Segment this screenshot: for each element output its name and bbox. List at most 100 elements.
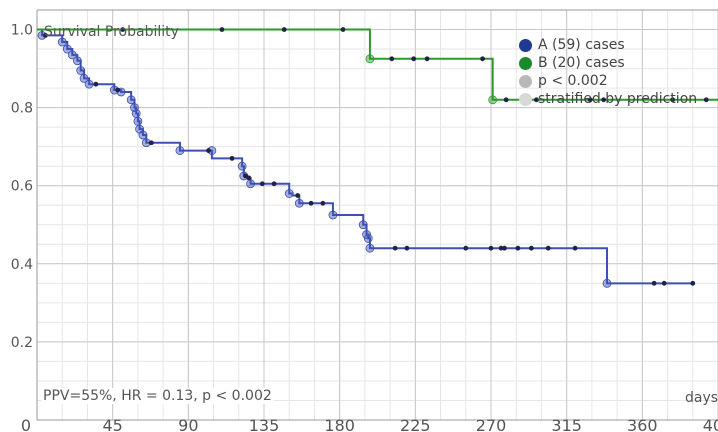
legend-swatch-p [519, 74, 532, 88]
censor-point [670, 97, 675, 103]
legend-label-stratified: stratified by prediction [538, 91, 698, 107]
legend-label-a: A (59) cases [538, 37, 625, 53]
event-point [602, 278, 612, 288]
censor-point [404, 245, 410, 251]
event-point [62, 44, 72, 54]
y-tick-label: 0.6 [11, 179, 33, 195]
legend-swatch-b [519, 56, 532, 70]
censor-point [93, 81, 99, 87]
y-tick-label: 0.4 [11, 257, 33, 273]
legend-item-b[interactable]: B (20) cases [519, 54, 718, 72]
event-point [237, 161, 247, 171]
censor-point [392, 245, 398, 251]
legend-item-p: p < 0.002 [519, 72, 718, 90]
x-tick-label: 225 [400, 416, 431, 432]
censor-point [545, 245, 551, 251]
event-point [57, 37, 67, 47]
survival-line [37, 28, 693, 285]
censor-point [206, 148, 211, 153]
event-point [133, 116, 143, 126]
x-tick-label: 315 [551, 416, 582, 432]
event-point [76, 66, 86, 75]
censor-point [259, 181, 265, 187]
censor-point [340, 27, 346, 32]
event-point [126, 95, 136, 105]
censor-point [601, 97, 607, 103]
censor-point [148, 140, 154, 146]
event-point [365, 54, 375, 64]
series-a [37, 28, 696, 288]
event-point [488, 95, 498, 105]
censor-point [271, 181, 277, 187]
censor-point [308, 200, 314, 206]
censor-point [572, 245, 578, 251]
event-point [79, 73, 89, 83]
censor-point [515, 245, 521, 251]
x-tick-label: 270 [476, 416, 507, 432]
censor-point [488, 245, 494, 251]
legend-item-stratified: stratified by prediction [519, 90, 718, 108]
censor-point [424, 56, 430, 62]
tick-labels: 0 45 90 135 180 225 270 315 360 405 0.2 0.4 0.6 0.8 1.… [11, 23, 718, 432]
censor-point [411, 56, 417, 62]
censor-point [320, 200, 326, 206]
chart-title: Survival Probability [44, 24, 179, 40]
grid-lines [37, 10, 718, 420]
x-tick-label: 0 [21, 416, 31, 432]
censor-point [661, 280, 667, 286]
event-point [246, 179, 255, 189]
censor-point [463, 245, 469, 251]
y-tick-label: 0.8 [11, 101, 33, 117]
legend-swatch-stratified [519, 92, 532, 106]
axes [36, 9, 718, 421]
x-tick-label: 360 [627, 416, 658, 432]
legend-item-a[interactable]: A (59) cases [519, 36, 718, 54]
censor-point [690, 280, 696, 286]
censor-point [528, 245, 534, 251]
legend-label-p: p < 0.002 [538, 73, 608, 89]
censor-point [503, 97, 509, 103]
series-b [37, 27, 718, 105]
censor-point [498, 245, 504, 251]
censor-point [534, 97, 539, 103]
censor-point [120, 27, 126, 32]
censor-point [115, 87, 121, 93]
event-point [358, 220, 368, 230]
event-point [294, 198, 304, 208]
event-point [284, 189, 294, 198]
event-point [175, 146, 185, 155]
x-tick-label: 90 [178, 416, 198, 432]
event-point [363, 234, 373, 243]
event-point [328, 210, 338, 220]
censor-point [651, 280, 657, 286]
event-point [365, 243, 375, 253]
legend: A (59) cases B (20) cases p < 0.002 stra… [519, 36, 718, 108]
x-tick-label: 180 [324, 416, 355, 432]
y-tick-label: 0.2 [11, 335, 33, 351]
censor-point [43, 32, 48, 38]
event-point [138, 130, 148, 140]
legend-swatch-a [519, 38, 532, 52]
survival-line [37, 28, 718, 101]
censor-point [389, 56, 395, 62]
censor-point [480, 56, 485, 62]
event-point [131, 109, 141, 118]
x-tick-label: 45 [102, 416, 122, 432]
y-tick-label: 1.0 [11, 23, 33, 39]
censor-point [219, 27, 225, 32]
censor-point [587, 97, 593, 103]
censor-point [703, 97, 709, 103]
x-tick-label: 405 [703, 416, 718, 432]
event-point [67, 50, 77, 60]
censor-point [246, 175, 252, 181]
x-axis-label: days [685, 390, 718, 406]
legend-label-b: B (20) cases [538, 55, 625, 71]
censor-point [502, 245, 507, 251]
stats-annotation: PPV=55%, HR = 0.13, p < 0.002 [41, 388, 274, 404]
event-point [72, 56, 82, 66]
series-layer [37, 27, 718, 288]
censor-point [295, 193, 301, 198]
x-tick-label: 135 [249, 416, 280, 432]
event-point [84, 79, 94, 89]
